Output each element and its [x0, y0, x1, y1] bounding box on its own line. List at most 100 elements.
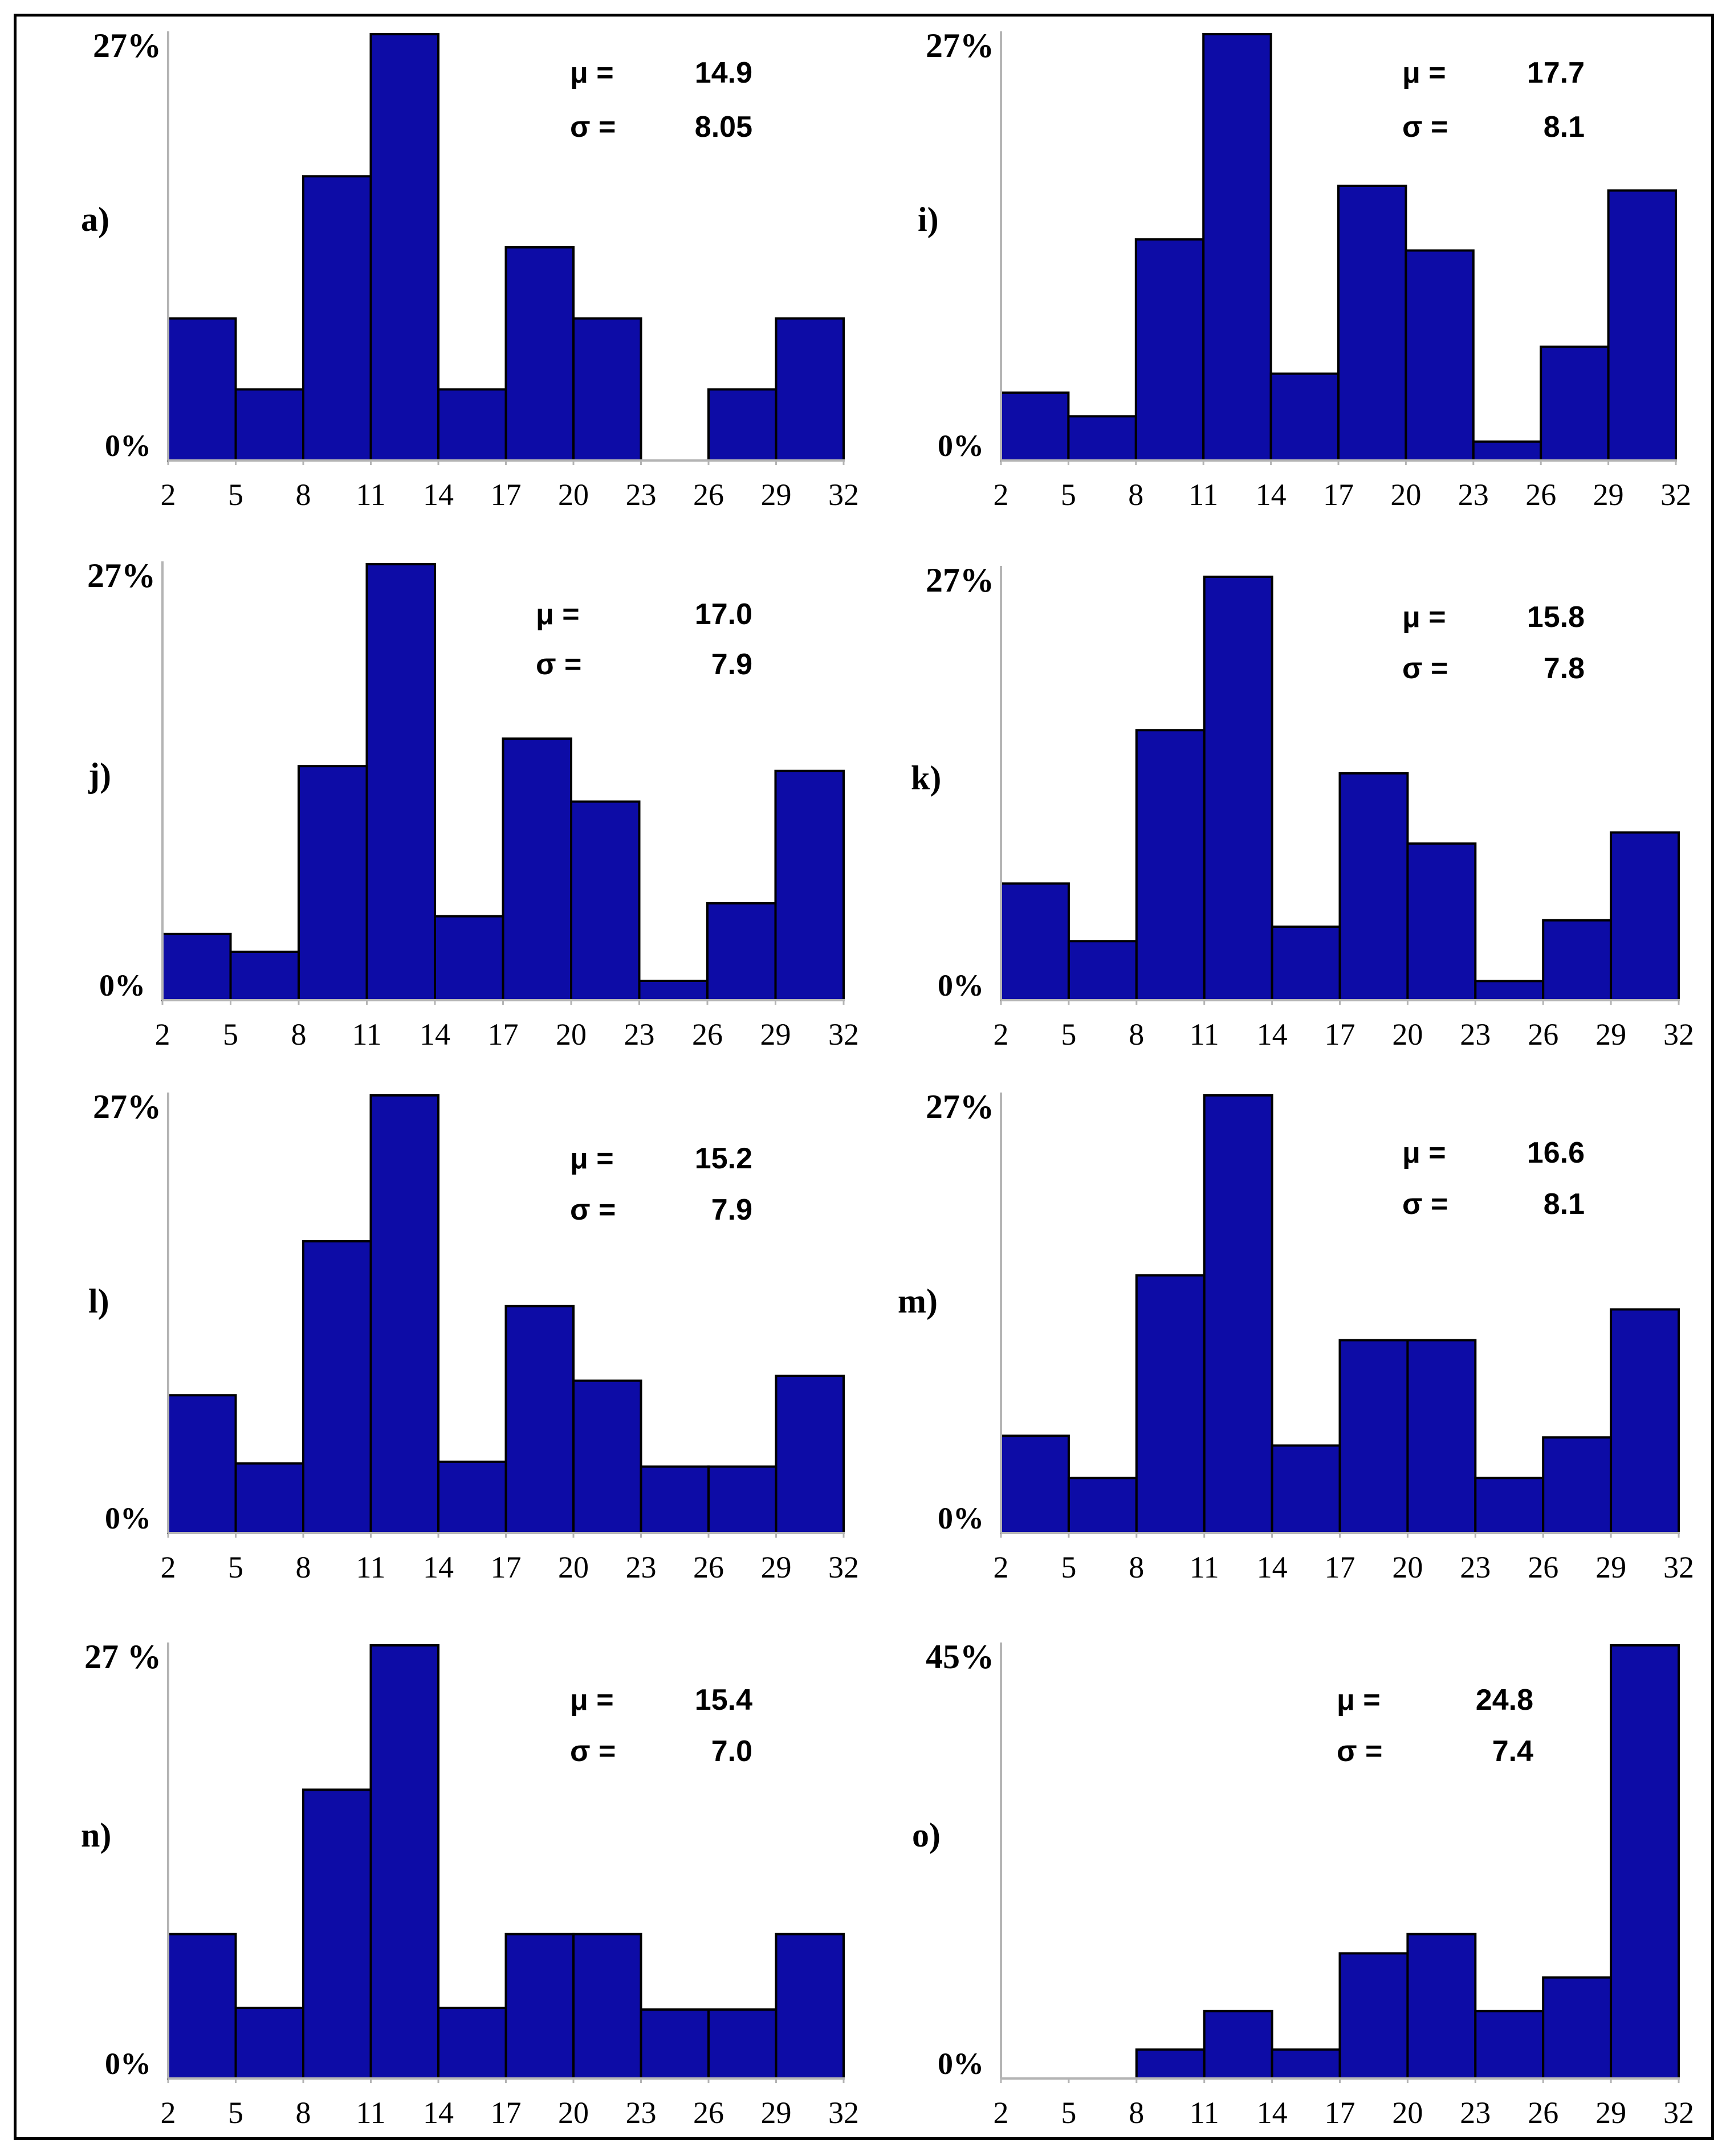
x-tick-label: 5	[1061, 478, 1076, 512]
histogram-bar	[1202, 33, 1272, 462]
histogram-bar	[775, 317, 845, 462]
histogram-bar	[1542, 919, 1613, 1002]
histogram-bar	[167, 1933, 237, 2080]
x-tick-label: 8	[296, 2096, 311, 2130]
mu-label: μ =	[570, 1142, 614, 1175]
y-max-label: 27%	[93, 27, 161, 64]
x-tick-label: 2	[161, 478, 176, 512]
histogram-bar	[1135, 1274, 1206, 1534]
x-tick-label: 26	[693, 1550, 724, 1584]
histogram-bar	[1405, 249, 1475, 462]
x-tick-label: 32	[1663, 2096, 1694, 2130]
mu-label: μ =	[1402, 1136, 1446, 1169]
x-tick-label: 11	[352, 1017, 382, 1051]
x-tick-label: 32	[828, 1550, 859, 1584]
x-tick-label: 26	[1528, 1017, 1558, 1051]
y-max-label: 27 %	[84, 1638, 161, 1676]
sigma-value: 8.05	[695, 111, 752, 144]
x-tick-label: 32	[828, 1017, 859, 1051]
histogram-bar	[1000, 882, 1070, 1002]
x-tick-label: 26	[693, 2096, 724, 2130]
histogram-bar	[1271, 1444, 1341, 1534]
x-tick-label: 26	[692, 1017, 723, 1051]
histogram-bar	[1540, 345, 1610, 462]
x-tick-label: 20	[1392, 1017, 1423, 1051]
x-tick-label: 29	[1595, 2096, 1626, 2130]
x-tick-label: 11	[1190, 1550, 1219, 1584]
y-min-label: 0%	[938, 1501, 984, 1535]
histogram-panel: 2 5 8 11 14 17 20 23 26 29 32 27% 0% m) μ = 16.6 σ = 8.1	[898, 1088, 1694, 1584]
figure-frame	[14, 14, 1714, 2140]
histogram-bar	[504, 246, 575, 462]
x-tick-label: 23	[1460, 1017, 1491, 1051]
x-tick-label: 8	[296, 1550, 311, 1584]
histogram-bar	[234, 1462, 304, 1534]
x-tick-label: 29	[1593, 478, 1624, 512]
panel-label: m)	[898, 1282, 938, 1320]
x-tick-label: 23	[1460, 2096, 1491, 2130]
sigma-label: σ =	[536, 648, 581, 681]
histogram-bar	[1607, 189, 1678, 462]
histogram-bar	[1542, 1976, 1613, 2080]
histogram-bar	[369, 1094, 439, 1534]
y-min-label: 0%	[938, 429, 984, 463]
x-tick-label: 8	[291, 1017, 307, 1051]
sigma-label: σ =	[570, 1193, 616, 1226]
mu-label: μ =	[1402, 56, 1446, 89]
x-tick-label: 17	[1325, 1550, 1355, 1584]
x-tick-label: 20	[558, 2096, 589, 2130]
x-tick-label: 2	[161, 2096, 176, 2130]
histogram-bar	[302, 1240, 372, 1534]
histogram-panel: 2 5 8 11 14 17 20 23 26 29 32 27% 0% k) μ = 15.8 σ = 7.8	[911, 561, 1694, 1051]
panel-label: l)	[88, 1282, 109, 1320]
x-tick-label: 11	[356, 1550, 386, 1584]
histogram-bar	[638, 980, 709, 1001]
x-tick-label: 17	[488, 1017, 519, 1051]
x-tick-label: 17	[491, 478, 522, 512]
x-tick-label: 11	[1190, 1017, 1219, 1051]
histogram-bar	[1203, 576, 1273, 1001]
x-tick-label: 29	[761, 2096, 792, 2130]
histogram-bar	[1271, 926, 1341, 1001]
sigma-value: 7.9	[711, 1193, 752, 1226]
histogram-bar	[1406, 1933, 1477, 2080]
y-min-label: 0%	[99, 968, 145, 1002]
mu-value: 16.6	[1527, 1136, 1585, 1169]
histogram-bar	[1269, 372, 1340, 462]
x-tick-label: 20	[558, 478, 589, 512]
histogram-bar	[1000, 1434, 1070, 1535]
x-tick-label: 11	[356, 2096, 386, 2130]
histogram-panel: 2 5 8 11 14 17 20 23 26 29 32 27% 0% i) μ = 17.7 σ = 8.1	[918, 27, 1691, 512]
sigma-label: σ =	[1402, 111, 1448, 144]
histogram-bar	[1135, 2048, 1206, 2080]
histogram-bar	[1338, 772, 1409, 1002]
mu-label: μ =	[570, 56, 614, 89]
histogram-bar	[234, 2007, 304, 2080]
histogram-bar	[572, 1379, 642, 1535]
x-tick-label: 29	[761, 1550, 792, 1584]
mu-value: 17.7	[1527, 56, 1585, 89]
histogram-bar	[437, 1460, 507, 1535]
x-tick-label: 26	[1528, 2096, 1558, 2130]
x-tick-label: 2	[994, 478, 1009, 512]
histogram-bar	[1474, 980, 1545, 1002]
histogram-bar	[1337, 185, 1407, 462]
x-tick-label: 23	[626, 478, 657, 512]
histogram-bar	[1067, 940, 1138, 1002]
x-tick-label: 29	[761, 478, 792, 512]
x-tick-label: 23	[624, 1017, 655, 1051]
x-tick-label: 14	[420, 1017, 450, 1051]
x-tick-label: 5	[228, 2096, 243, 2130]
sigma-value: 7.4	[1492, 1735, 1533, 1768]
x-tick-label: 11	[356, 478, 386, 512]
y-min-label: 0%	[938, 2047, 984, 2081]
x-tick-label: 14	[423, 2096, 454, 2130]
x-tick-label: 14	[1256, 478, 1287, 512]
y-max-label: 45%	[926, 1638, 994, 1676]
sigma-label: σ =	[1402, 1188, 1448, 1221]
y-max-label: 27%	[93, 1088, 161, 1126]
x-tick-label: 8	[296, 478, 311, 512]
x-tick-label: 29	[1595, 1550, 1626, 1584]
x-tick-label: 17	[1325, 2096, 1355, 2130]
histogram-bar	[570, 800, 641, 1001]
